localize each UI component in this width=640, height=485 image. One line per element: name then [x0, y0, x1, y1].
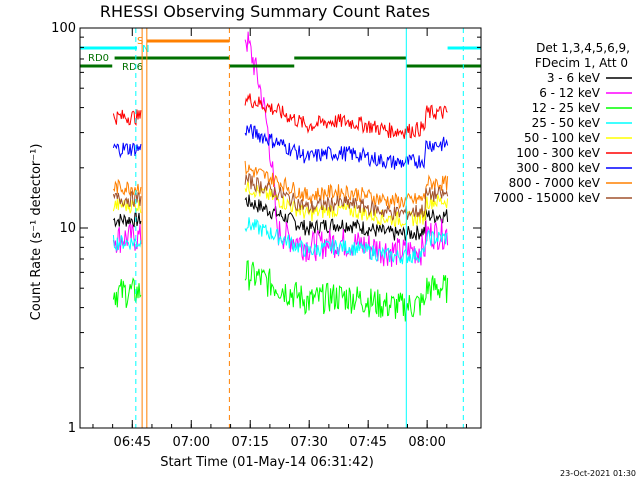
flag-label-rd6: RD6 — [122, 62, 143, 73]
axes: 06:45 07:00 07:15 07:30 07:45 08:00 1 10 100 — [51, 21, 482, 450]
x-axis-label: Start Time (01-May-14 06:31:42) — [160, 455, 374, 470]
y-tick-label: 10 — [59, 221, 76, 236]
series-line-segment — [244, 160, 449, 210]
series-line-segment — [244, 31, 449, 267]
series-line-segment — [112, 198, 142, 214]
legend-header-detectors: Det 1,3,4,5,6,9, — [536, 41, 630, 55]
series-line-segment — [244, 194, 449, 242]
series-line-segment — [112, 190, 142, 208]
legend-label: 25 - 50 keV — [532, 116, 601, 130]
series-100to300keV-keV — [112, 93, 448, 139]
series-25to50keV-keV — [112, 217, 448, 265]
x-tick-label: 07:00 — [173, 435, 210, 450]
series-line-segment — [112, 109, 142, 126]
legend: Det 1,3,4,5,6,9, FDecim 1, Att 0 3 - 6 k… — [493, 41, 632, 205]
series-50to100keV-keV — [112, 179, 449, 228]
legend-label: 100 - 300 keV — [516, 146, 600, 160]
series-6to12keV-keV — [112, 31, 449, 267]
legend-label: 300 - 800 keV — [516, 161, 600, 175]
legend-header-decimation: FDecim 1, Att 0 — [535, 56, 628, 70]
y-tick-label: 100 — [51, 21, 76, 36]
x-tick-label: 07:45 — [349, 435, 386, 450]
series-line-segment — [244, 179, 449, 228]
chart-title: RHESSI Observing Summary Count Rates — [100, 2, 430, 21]
series-line-segment — [112, 142, 142, 159]
flag-label-s: S — [137, 36, 143, 47]
series-line-segment — [244, 124, 449, 170]
legend-label: 50 - 100 keV — [524, 131, 601, 145]
series-line-segment — [112, 277, 142, 309]
y-tick-label: 1 — [68, 421, 76, 436]
legend-label: 3 - 6 keV — [547, 71, 601, 85]
generation-timestamp: 23-Oct-2021 01:30 — [560, 469, 636, 478]
legend-label: 6 - 12 keV — [539, 86, 601, 100]
series-7000to15000keV-keV — [112, 172, 449, 222]
x-tick-label: 06:45 — [114, 435, 151, 450]
series-12to25keV-keV — [112, 260, 449, 322]
flag-label-rd0: RD0 — [88, 53, 109, 64]
series-line-segment — [112, 234, 142, 252]
legend-label: 12 - 25 keV — [532, 101, 601, 115]
plot-area: RD0 RD6 SN — [80, 28, 481, 428]
series-3to6keV-keV — [113, 194, 449, 242]
series-line-segment — [244, 172, 449, 222]
series-line-segment — [112, 222, 142, 253]
legend-label: 7000 - 15000 keV — [493, 191, 600, 205]
series-300to800keV-keV — [112, 124, 449, 170]
x-tick-label: 07:30 — [290, 435, 327, 450]
flag-label-n: N — [142, 44, 149, 55]
series-line-segment — [244, 260, 449, 322]
y-axis-label: Count Rate (s⁻¹ detector⁻¹) — [29, 144, 44, 321]
x-tick-label: 07:15 — [231, 435, 268, 450]
series-line-segment — [244, 93, 448, 139]
x-tick-label: 08:00 — [408, 435, 445, 450]
legend-label: 800 - 7000 keV — [509, 176, 601, 190]
series-line-segment — [244, 217, 448, 265]
series-line-segment — [113, 211, 142, 228]
